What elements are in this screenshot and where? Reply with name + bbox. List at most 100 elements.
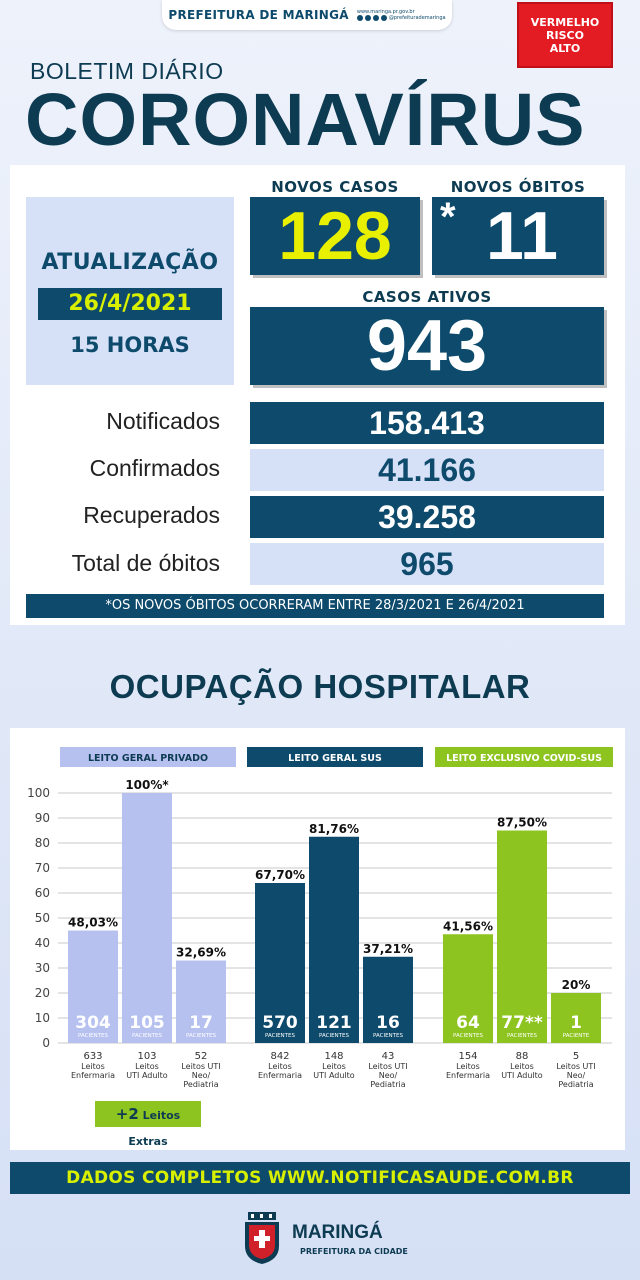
y-tick-label: 60 bbox=[35, 886, 50, 900]
city-crest-icon bbox=[245, 1212, 279, 1264]
beds-type: Pediatria bbox=[370, 1080, 405, 1089]
beds-count: 148 bbox=[324, 1051, 343, 1062]
facebook-icon bbox=[364, 15, 371, 21]
beds-type: Pediatria bbox=[183, 1080, 218, 1089]
beds-type: Leitos bbox=[268, 1062, 292, 1071]
beds-count: 633 bbox=[83, 1051, 102, 1062]
patients-value: 77** bbox=[501, 1013, 543, 1033]
pct-label: 67,70% bbox=[255, 868, 305, 882]
city-name: MARINGÁ bbox=[292, 1222, 383, 1243]
social-handle: @prefeiturademaringa bbox=[388, 15, 446, 21]
footnote: *OS NOVOS ÓBITOS OCORRERAM ENTRE 28/3/20… bbox=[26, 594, 604, 618]
beds-type: Leitos bbox=[322, 1062, 346, 1071]
y-tick-label: 0 bbox=[42, 1036, 50, 1050]
beds-type: Leitos UTI bbox=[556, 1062, 595, 1071]
patients-unit: PACIENTES bbox=[186, 1033, 217, 1039]
update-hour: 15 HORAS bbox=[70, 333, 190, 357]
twitter-icon bbox=[372, 15, 379, 21]
occupancy-title: OCUPAÇÃO HOSPITALAR bbox=[109, 668, 531, 705]
patients-value: 64 bbox=[456, 1013, 480, 1033]
category-header-label: LEITO EXCLUSIVO COVID-SUS bbox=[446, 753, 602, 764]
y-tick-label: 20 bbox=[35, 986, 50, 1000]
patients-unit: PACIENTES bbox=[265, 1033, 296, 1039]
y-tick-label: 100 bbox=[27, 786, 50, 800]
beds-type: Enfermaria bbox=[258, 1071, 302, 1080]
org-name: PREFEITURA DE MARINGÁ bbox=[168, 8, 349, 22]
beds-type: Leitos bbox=[510, 1062, 534, 1071]
boletim-label: BOLETIM DIÁRIO bbox=[30, 58, 224, 84]
casos-ativos-value: 943 bbox=[366, 306, 488, 386]
risk-line-2: RISCO bbox=[546, 28, 584, 42]
youtube-icon bbox=[380, 15, 387, 21]
risk-line-3: ALTO bbox=[549, 41, 581, 55]
occupancy-chart: 0 10 20 30 40 50 60 70 80 90 100 LEITO GERAL PRIVAD… bbox=[27, 747, 613, 1089]
novos-casos-label: NOVOS CASOS bbox=[271, 178, 399, 196]
update-label: ATUALIZAÇÃO bbox=[41, 250, 219, 275]
beds-type: Enfermaria bbox=[71, 1071, 115, 1080]
casos-ativos-label: CASOS ATIVOS bbox=[362, 288, 492, 306]
casos-ativos-box: 943 bbox=[250, 307, 604, 385]
pct-label: 81,76% bbox=[309, 822, 359, 836]
occupancy-bar bbox=[255, 883, 305, 1043]
patients-value: 121 bbox=[316, 1013, 352, 1033]
risk-badge: VERMELHO RISCO ALTO bbox=[517, 2, 613, 68]
beds-type: Leitos bbox=[81, 1062, 105, 1071]
novos-casos-value: 128 bbox=[278, 198, 392, 274]
beds-count: 154 bbox=[458, 1051, 477, 1062]
pct-label: 41,56% bbox=[443, 919, 493, 933]
extra-beds-badge: +2 Leitos Extras bbox=[95, 1101, 201, 1148]
category-header-label: LEITO GERAL PRIVADO bbox=[88, 753, 208, 764]
category-header-bg bbox=[60, 747, 236, 767]
category-header-label: LEITO GERAL SUS bbox=[288, 753, 382, 764]
beds-type: Neo/ bbox=[379, 1071, 398, 1080]
footer-link[interactable]: DADOS COMPLETOS WWW.NOTIFICASAUDE.COM.BR bbox=[10, 1162, 630, 1194]
novos-obitos-box: * 11 bbox=[432, 195, 604, 275]
patients-unit: PACIENTES bbox=[132, 1033, 163, 1039]
update-date: 26/4/2021 bbox=[38, 288, 222, 320]
patients-value: 304 bbox=[75, 1013, 111, 1033]
row-label-confirmados: Confirmados bbox=[89, 455, 220, 481]
beds-type: UTI Adulto bbox=[313, 1071, 354, 1080]
beds-count: 43 bbox=[382, 1051, 395, 1062]
risk-line-1: VERMELHO bbox=[530, 15, 600, 29]
novos-obitos-star: * bbox=[440, 195, 456, 239]
patients-value: 105 bbox=[129, 1013, 165, 1033]
pct-label: 100%* bbox=[125, 778, 169, 792]
pct-label: 87,50% bbox=[497, 816, 547, 830]
patients-unit: PACIENTES bbox=[78, 1033, 109, 1039]
social-icons: @prefeiturademaringa bbox=[356, 15, 446, 21]
category-header-bg bbox=[435, 747, 613, 767]
occupancy-bar bbox=[122, 793, 172, 1043]
beds-type: Neo/ bbox=[567, 1071, 586, 1080]
beds-type: Leitos bbox=[135, 1062, 159, 1071]
occupancy-bar bbox=[68, 930, 118, 1043]
beds-type: UTI Adulto bbox=[501, 1071, 542, 1080]
beds-count: 5 bbox=[573, 1051, 579, 1062]
pct-label: 20% bbox=[562, 978, 591, 992]
row-value-recuperados: 39.258 bbox=[250, 496, 604, 538]
social-block: www.maringa.pr.gov.br @prefeiturademarin… bbox=[356, 9, 446, 21]
novos-casos-box: 128 bbox=[250, 197, 420, 275]
patients-unit: PACIENTES bbox=[453, 1033, 484, 1039]
patients-value: 17 bbox=[189, 1013, 213, 1033]
occupancy-bar bbox=[309, 836, 359, 1043]
y-tick-label: 70 bbox=[35, 861, 50, 875]
occupancy-bar bbox=[551, 993, 601, 1043]
patients-unit: PACIENTES bbox=[373, 1033, 404, 1039]
pct-label: 37,21% bbox=[363, 942, 413, 956]
row-label-recuperados: Recuperados bbox=[83, 502, 220, 528]
beds-type: Pediatria bbox=[558, 1080, 593, 1089]
site-url: www.maringa.pr.gov.br bbox=[356, 9, 415, 15]
row-value-notificados: 158.413 bbox=[250, 402, 604, 444]
occupancy-bar bbox=[176, 960, 226, 1043]
beds-type: Enfermaria bbox=[446, 1071, 490, 1080]
beds-count: 88 bbox=[516, 1051, 529, 1062]
novos-obitos-value: 11 bbox=[486, 198, 558, 274]
beds-type: Neo/ bbox=[192, 1071, 211, 1080]
patients-value: 16 bbox=[376, 1013, 400, 1033]
beds-type: Leitos UTI bbox=[368, 1062, 407, 1071]
beds-count: 52 bbox=[195, 1051, 208, 1062]
beds-type: Leitos bbox=[456, 1062, 480, 1071]
y-tick-label: 80 bbox=[35, 836, 50, 850]
y-tick-label: 10 bbox=[35, 1011, 50, 1025]
